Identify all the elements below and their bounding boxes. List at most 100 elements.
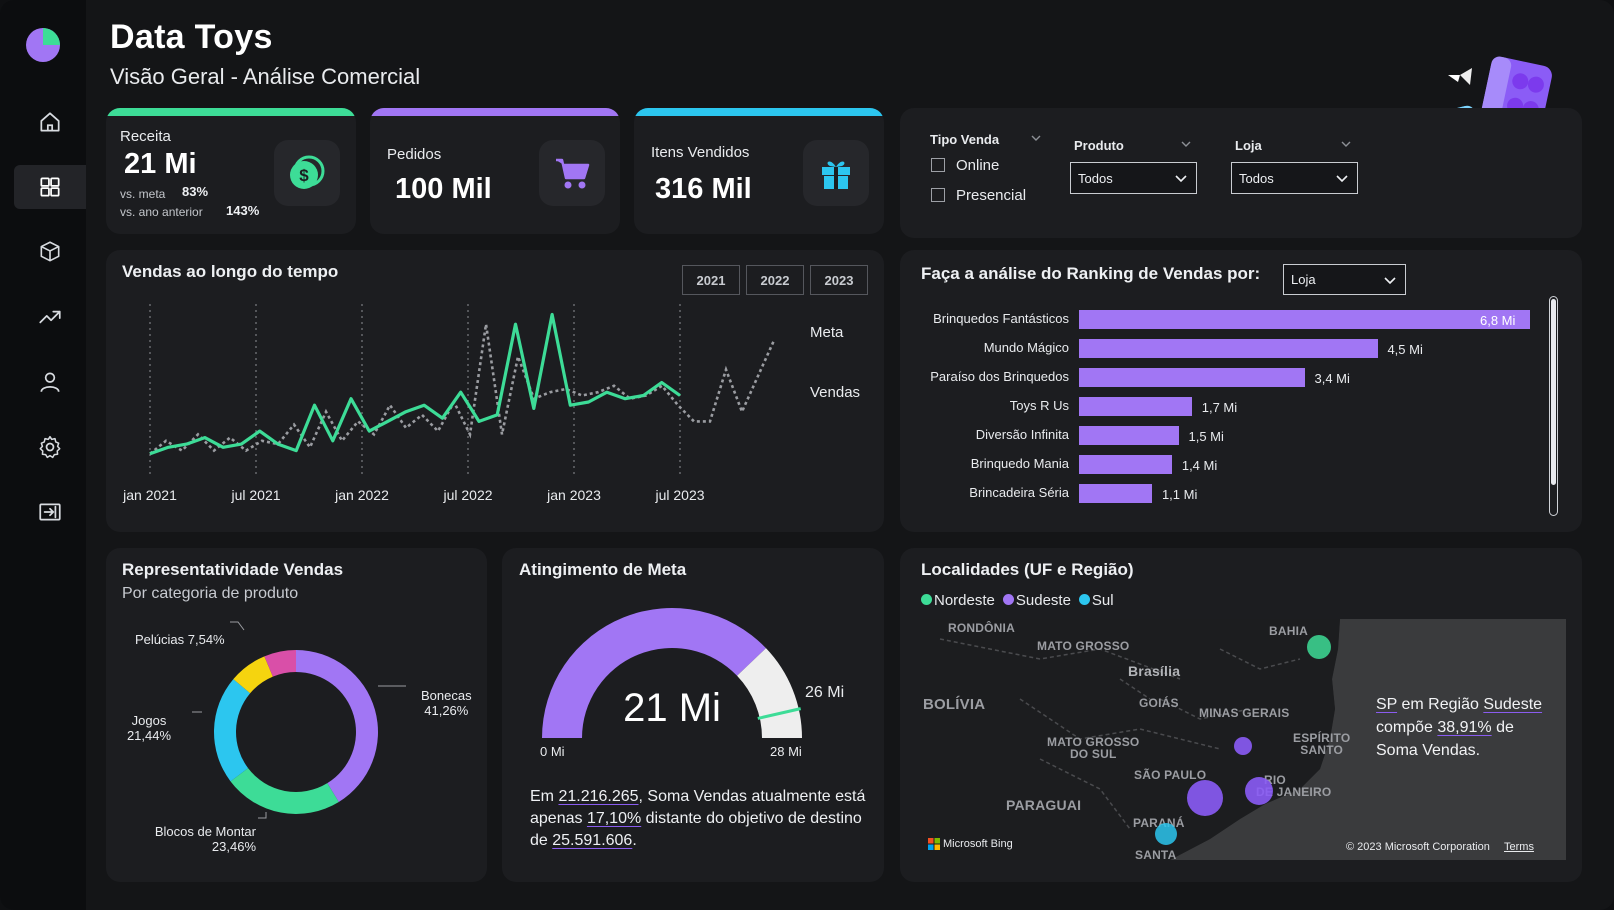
map-label-goias: GOIÁS <box>1139 696 1179 710</box>
nav-settings[interactable] <box>14 425 86 469</box>
meta-pct: 17,10% <box>586 810 642 827</box>
filter-tipo-venda-label: Tipo Venda <box>930 132 1000 147</box>
ranking-bar[interactable] <box>1079 397 1192 416</box>
donut-slice-outros[interactable] <box>264 650 296 677</box>
ranking-scrollbar[interactable] <box>1549 296 1558 516</box>
representatividade-title: Representatividade Vendas <box>122 560 344 579</box>
ranking-value-label: 6,8 Mi <box>1480 313 1516 328</box>
donut-slice-bonecas[interactable] <box>296 650 379 802</box>
insight-pct: 38,91% <box>1437 719 1492 736</box>
legend-item-nordeste[interactable]: Nordeste <box>921 592 995 609</box>
chevron-down-icon[interactable] <box>1180 138 1192 150</box>
ranking-category-label: Paraíso dos Brinquedos <box>930 369 1069 384</box>
donut-slice-pelúcias[interactable] <box>233 656 273 694</box>
map-label-es: ESPÍRITO SANTO <box>1293 732 1350 756</box>
map-label-ms-1: MATO GROSSO <box>1047 735 1140 749</box>
donut-label-bonecas-pct: 41,26% <box>424 703 469 718</box>
donut-slice-jogos[interactable] <box>214 679 251 782</box>
donut-slice-blocos-de-montar[interactable] <box>230 768 339 814</box>
ranking-bar[interactable] <box>1079 484 1152 503</box>
kpi-pedidos-value: 100 Mil <box>395 173 492 205</box>
filter-produto-label: Produto <box>1074 138 1124 153</box>
meta-title: Atingimento de Meta <box>519 560 687 579</box>
year-2022-button[interactable]: 2022 <box>746 265 804 295</box>
ranking-bar[interactable] <box>1079 368 1305 387</box>
ranking-bar[interactable] <box>1079 339 1378 358</box>
map-bubble-rj[interactable] <box>1245 777 1273 805</box>
kpi-vs-ano-label: vs. ano anterior <box>120 205 203 219</box>
ranking-bar[interactable] <box>1079 310 1530 329</box>
nav-products[interactable] <box>14 230 86 274</box>
meta-text-4: . <box>632 832 637 849</box>
chevron-down-icon[interactable] <box>1340 138 1352 150</box>
produto-dropdown[interactable]: Todos <box>1070 162 1197 194</box>
ranking-scrollbar-thumb[interactable] <box>1551 299 1556 485</box>
brazil-map[interactable]: RONDÔNIA MATO GROSSO BAHIA BOLÍVIA Brasí… <box>920 619 1566 860</box>
legend-sul-label: Sul <box>1091 592 1114 609</box>
gauge-value: 21 Mi <box>623 686 721 730</box>
meta-text-3: distante do objetivo de destino de <box>530 810 862 849</box>
map-bubble-mg[interactable] <box>1234 737 1252 755</box>
meta-text-1: Em <box>530 788 559 805</box>
map-terms-link[interactable]: Terms <box>1504 841 1534 853</box>
gauge-value-arc <box>542 608 766 738</box>
ranking-bar[interactable] <box>1079 426 1179 445</box>
map-label-ms: MATO GROSSO DO SUL <box>1047 736 1139 760</box>
map-label-rondonia: RONDÔNIA <box>948 621 1015 635</box>
donut-label-blocos: Blocos de Montar 23,46% <box>148 824 256 854</box>
map-bubble-sul[interactable] <box>1155 823 1177 845</box>
checkbox-presencial-label: Presencial <box>956 187 1027 204</box>
svg-text:$: $ <box>299 166 309 185</box>
gauge-target: 26 Mi <box>805 684 845 701</box>
kpi-pedidos-icon-box <box>539 140 605 206</box>
ranking-value-label: 1,1 Mi <box>1161 487 1198 502</box>
insight-text-4: compõe <box>1376 719 1438 736</box>
series-meta-line <box>149 324 776 455</box>
dashboard-grid-icon <box>40 177 60 197</box>
kpi-pedidos-card: Pedidos 100 Mil <box>370 108 620 234</box>
checkbox-online[interactable] <box>931 158 945 172</box>
gauge-min: 0 Mi <box>540 744 565 759</box>
chevron-down-icon <box>1336 175 1348 183</box>
map-bubble-sp[interactable] <box>1187 780 1223 816</box>
page-title: Data Toys <box>110 18 273 56</box>
ranking-dropdown[interactable]: Loja <box>1283 264 1406 295</box>
ranking-value-label: 1,5 Mi <box>1188 429 1224 444</box>
microsoft-logo-icon <box>928 838 940 850</box>
sales-chart-title: Vendas ao longo do tempo <box>122 262 339 281</box>
representatividade-card <box>106 548 487 882</box>
meta-text-2: , Soma Vendas atualmente está apenas <box>530 788 866 827</box>
map-bubble-nordeste[interactable] <box>1307 635 1331 659</box>
loja-dropdown[interactable]: Todos <box>1231 162 1358 194</box>
chevron-down-icon[interactable] <box>1030 132 1042 144</box>
checkbox-presencial[interactable] <box>931 188 945 202</box>
nav-customers[interactable] <box>14 360 86 404</box>
box-icon <box>40 241 60 262</box>
donut-label-jogos-pct: 21,44% <box>126 728 172 743</box>
map-label-santa: SANTA <box>1135 848 1177 860</box>
year-2021-button[interactable]: 2021 <box>682 265 740 295</box>
nav-dashboard[interactable] <box>14 165 86 209</box>
nav-exit[interactable] <box>14 490 86 534</box>
kpi-receita-label: Receita <box>120 128 171 145</box>
map-label-es-2: SANTO <box>1300 743 1344 757</box>
ranking-category-label: Brinquedos Fantásticos <box>933 311 1069 326</box>
gear-icon <box>39 435 61 459</box>
map-label-minas: MINAS GERAIS <box>1199 706 1290 720</box>
nav-trends[interactable] <box>14 295 86 339</box>
page-subtitle: Visão Geral - Análise Comercial <box>110 64 421 89</box>
bing-logo: Microsoft Bing <box>928 838 1013 850</box>
insight-uf: SP <box>1376 696 1398 713</box>
nav-home[interactable] <box>14 100 86 144</box>
map-label-bolivia: BOLÍVIA <box>923 696 986 713</box>
legend-item-sudeste[interactable]: Sudeste <box>1002 592 1071 609</box>
legend-item-sul[interactable]: Sul <box>1078 592 1114 609</box>
exit-icon <box>39 503 61 521</box>
year-2023-button[interactable]: 2023 <box>810 265 868 295</box>
produto-dropdown-value: Todos <box>1078 170 1113 186</box>
ranking-bar[interactable] <box>1079 455 1172 474</box>
ranking-card <box>900 250 1582 532</box>
donut-label-blocos-name: Blocos de Montar <box>154 824 256 839</box>
kpi-receita-card: Receita 21 Mi vs. meta 83% vs. ano anter… <box>106 108 356 234</box>
ranking-category-label: Toys R Us <box>1009 398 1069 413</box>
